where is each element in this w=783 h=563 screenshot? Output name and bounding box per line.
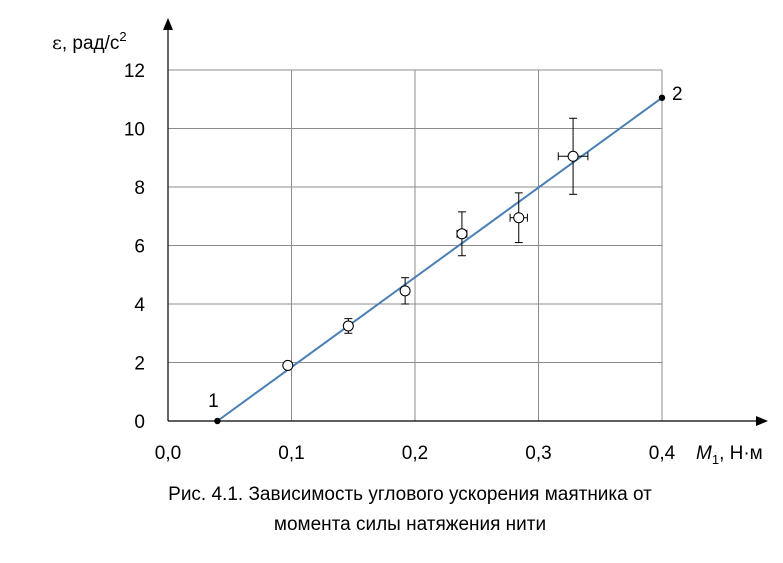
data-points: [282, 117, 589, 371]
data-marker: [282, 359, 294, 371]
fit-line-group: [214, 94, 666, 425]
data-point: [282, 359, 294, 371]
data-point: [399, 277, 411, 305]
y-tick-label: 12: [124, 61, 145, 82]
y-tick-label: 6: [134, 237, 145, 258]
data-marker: [399, 285, 411, 297]
grid: [168, 69, 663, 421]
y-axis-symbol: ε: [52, 32, 62, 54]
x-axis-subscript: 1: [712, 452, 719, 467]
fit-line: [216, 96, 663, 422]
figure-caption: Рис. 4.1. Зависимость углового ускорения…: [130, 480, 690, 540]
data-point: [557, 117, 589, 195]
x-tick-label: 0,4: [649, 443, 676, 464]
point-label: 1: [208, 391, 219, 412]
x-tick-label: 0,0: [155, 443, 181, 464]
y-tick-label: 8: [134, 178, 145, 199]
data-point: [342, 318, 354, 334]
tick-labels: 0,0 0,1 0,2 0,3 0,4 0 2 4 6 8 10 12: [124, 61, 676, 464]
y-tick-label: 2: [134, 354, 145, 375]
x-axis-symbol: M: [696, 443, 712, 464]
x-tick-label: 0,1: [278, 443, 304, 464]
caption-line-1: Рис. 4.1. Зависимость углового ускорения…: [168, 484, 652, 505]
x-axis-label: M1, Н·м: [696, 443, 763, 467]
y-tick-label: 4: [134, 295, 145, 316]
fit-endpoint: [214, 417, 221, 425]
point-label: 2: [672, 84, 683, 105]
y-tick-label: 10: [124, 120, 145, 141]
y-axis-arrow: [163, 18, 173, 30]
data-point: [456, 211, 468, 257]
fit-endpoint: [658, 94, 666, 101]
data-marker: [342, 320, 354, 332]
caption-line-2: момента силы натяжения нити: [273, 514, 547, 535]
data-point: [509, 192, 528, 244]
x-axis-unit: , Н·м: [719, 443, 763, 464]
annotations: 12: [208, 84, 682, 412]
x-tick-label: 0,2: [402, 443, 428, 464]
x-tick-label: 0,3: [525, 443, 551, 464]
y-axis-exponent: 2: [119, 29, 126, 44]
data-marker: [456, 228, 468, 240]
data-marker: [513, 212, 525, 224]
data-marker: [567, 150, 579, 162]
axes: [163, 18, 768, 426]
y-axis-label: ε, рад/с2: [52, 29, 127, 54]
y-axis-unit: , рад/с: [62, 33, 120, 54]
x-axis-arrow: [756, 416, 768, 426]
y-tick-label: 0: [134, 412, 145, 433]
